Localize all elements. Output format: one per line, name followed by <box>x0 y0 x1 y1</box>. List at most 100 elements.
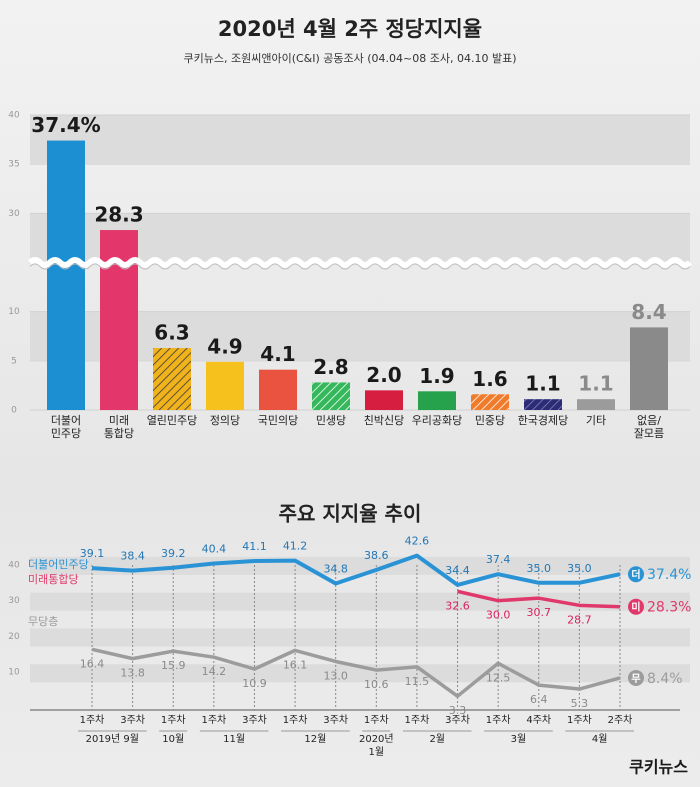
y-tick-label: 10 <box>8 307 20 317</box>
y-tick-label: 20 <box>8 632 20 642</box>
value-label: 10.9 <box>242 677 267 690</box>
value-label: 4.1 <box>260 342 295 366</box>
end-value-label: 8.4% <box>647 671 683 687</box>
value-label: 14.2 <box>202 665 227 678</box>
y-tick-label: 30 <box>8 209 20 219</box>
x-tick-label: 더불어 민주당 <box>50 414 82 440</box>
value-label: 39.2 <box>161 547 186 560</box>
x-tick-label: 없음/ 잘모름 <box>633 414 665 440</box>
badge <box>628 566 644 583</box>
y-tick-label: 10 <box>8 668 20 678</box>
x-tick-label: 우리공화당 <box>411 414 463 427</box>
value-label: 16.4 <box>80 657 105 670</box>
value-label: 2.8 <box>313 355 348 379</box>
value-label: 41.2 <box>283 540 308 553</box>
series-line <box>91 553 621 587</box>
x-tick-label: 3주차 <box>242 714 267 726</box>
value-label: 41.1 <box>242 540 267 553</box>
legend-label: 미래통합당 <box>28 573 79 586</box>
value-label: 30.7 <box>527 606 552 619</box>
x-tick-label: 민생당 <box>315 414 347 427</box>
bar <box>418 391 456 410</box>
x-tick-label: 3주차 <box>323 714 348 726</box>
grid-band <box>30 311 690 361</box>
value-label: 15.9 <box>161 659 186 672</box>
y-tick-label: 30 <box>8 596 20 606</box>
x-tick-label: 미래 통합당 <box>103 414 135 440</box>
value-label: 12.5 <box>486 671 511 684</box>
value-label: 28.7 <box>567 613 592 626</box>
value-label: 42.6 <box>405 535 430 548</box>
bar <box>312 382 350 410</box>
series-line <box>457 589 621 609</box>
x-tick-label: 4주차 <box>526 714 551 726</box>
x-tick-label: 3주차 <box>445 714 470 726</box>
value-label: 30.0 <box>486 609 511 622</box>
x-tick-label: 기타 <box>585 414 607 427</box>
badge-label: 무 <box>631 673 640 685</box>
x-tick-label: 1주차 <box>486 714 511 726</box>
value-label: 38.6 <box>364 549 389 562</box>
end-value-label: 37.4% <box>647 567 691 583</box>
grid-band <box>30 115 690 165</box>
chart-subtitle: 쿠키뉴스, 조원씨앤아이(C&I) 공동조사 (04.04~08 조사, 04.… <box>184 52 517 65</box>
x-group-label: 2020년 1월 <box>358 734 394 758</box>
x-tick-label: 1주차 <box>201 714 226 726</box>
badge <box>628 598 644 615</box>
badge-label: 더 <box>631 568 640 581</box>
y-tick-label: 40 <box>8 111 20 121</box>
legend-label: 더불어민주당 <box>28 558 89 571</box>
badge-label: 미 <box>631 601 640 614</box>
chart-title: 주요 지지율 추이 <box>279 502 422 526</box>
value-label: 6.3 <box>154 321 189 345</box>
grid-band <box>30 628 690 647</box>
x-tick-label: 1주차 <box>405 714 430 726</box>
x-group-label: 3월 <box>510 734 527 745</box>
value-label: 13.0 <box>323 669 348 682</box>
badge <box>628 669 644 686</box>
value-label: 10.6 <box>364 678 389 691</box>
value-label: 35.0 <box>567 562 592 575</box>
x-group-label: 2019년 9월 <box>85 734 139 745</box>
axis-break-edge <box>29 263 691 270</box>
x-tick-label: 1주차 <box>283 714 308 726</box>
x-tick-label: 정의당 <box>209 414 241 427</box>
series-line <box>91 647 621 698</box>
bar <box>100 230 138 410</box>
bar <box>471 394 509 410</box>
value-label: 40.4 <box>202 542 227 555</box>
x-tick-label: 열린민주당 <box>146 414 198 427</box>
value-label: 1.1 <box>525 372 560 396</box>
value-label: 34.8 <box>323 562 348 575</box>
value-label: 34.4 <box>445 564 470 577</box>
y-tick-label: 0 <box>11 406 17 416</box>
x-group-label: 2월 <box>429 734 445 745</box>
y-tick-label: 5 <box>11 356 17 366</box>
value-label: 5.3 <box>571 697 589 710</box>
value-label: 4.9 <box>207 334 242 358</box>
legend-label: 무당층 <box>28 615 58 628</box>
value-label: 6.4 <box>530 693 548 706</box>
value-label: 11.5 <box>405 675 430 688</box>
grid-band <box>30 592 690 611</box>
x-tick-label: 1주차 <box>364 714 389 726</box>
value-label: 39.1 <box>80 547 105 560</box>
x-tick-label: 민중당 <box>474 414 506 427</box>
value-label: 28.3 <box>94 203 143 227</box>
value-label: 32.6 <box>445 599 470 612</box>
value-label: 3.3 <box>449 704 467 717</box>
x-group-label: 10월 <box>162 734 185 745</box>
value-label: 38.4 <box>120 550 145 563</box>
bar <box>524 399 562 410</box>
x-tick-label: 한국경제당 <box>517 414 569 427</box>
value-label: 2.0 <box>366 363 401 387</box>
axis-break <box>27 257 693 268</box>
bar <box>365 390 403 410</box>
value-label: 1.1 <box>578 372 613 396</box>
chart-title: 2020년 4월 2주 정당지지율 <box>218 17 482 41</box>
bar <box>206 361 244 410</box>
x-group-label: 11월 <box>223 734 246 745</box>
x-tick-label: 1주차 <box>161 714 186 726</box>
